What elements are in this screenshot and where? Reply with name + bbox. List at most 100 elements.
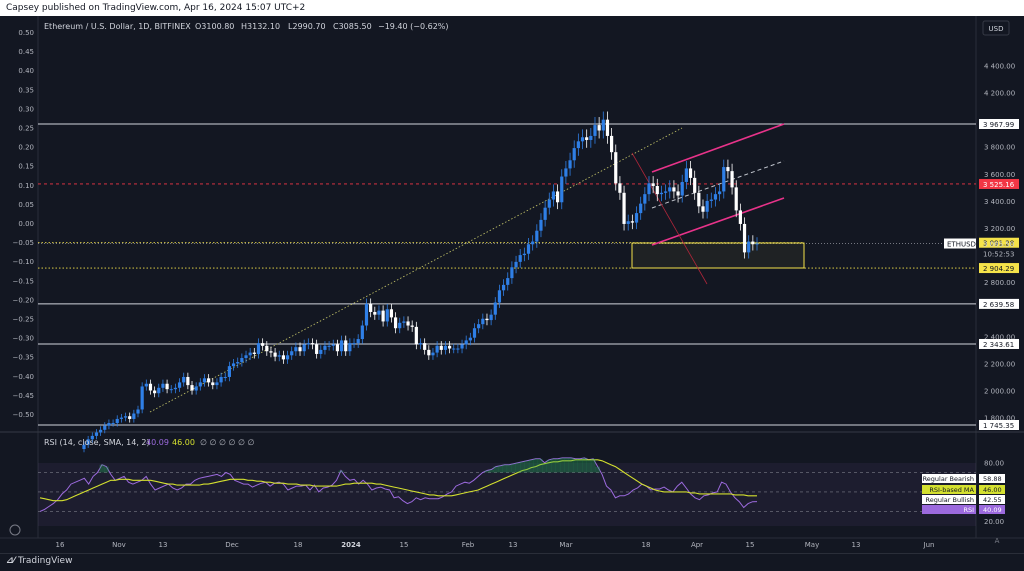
candle-body <box>165 383 169 390</box>
level-tag <box>979 237 1019 248</box>
left-axis-tick: −0.20 <box>13 296 34 304</box>
level-tag <box>979 298 1019 309</box>
rsi-ma-value: 46.00 <box>172 438 195 447</box>
candle-body <box>398 322 402 329</box>
candle-body <box>352 343 356 345</box>
left-axis-tick: −0.50 <box>13 411 34 419</box>
candle-body <box>452 348 456 350</box>
rsi-value: 40.09 <box>146 438 169 447</box>
left-axis-tick: 0.45 <box>18 48 34 56</box>
left-axis-tick: 0.50 <box>18 29 34 37</box>
candle-body <box>169 389 173 391</box>
time-axis-tick: 18 <box>642 541 651 549</box>
candle-body <box>439 345 443 350</box>
candle-body <box>277 355 281 357</box>
rsi-level-value-tag <box>979 485 1005 494</box>
candle-body <box>136 409 140 414</box>
left-axis-tick: 0.15 <box>18 163 34 171</box>
candle-body <box>680 181 684 196</box>
rsi-pane[interactable] <box>38 457 976 512</box>
left-price-axis[interactable]: 0.50 0.45 0.40 0.35 0.30 0.25 0.20 0.15 0.10 0.05… <box>13 29 34 419</box>
time-axis-tick: 13 <box>852 541 861 549</box>
candle-body <box>472 328 477 338</box>
candle-body <box>431 352 435 356</box>
candle-body <box>153 390 157 394</box>
rsi-line <box>39 457 758 512</box>
rsi-na-marks: ∅ ∅ ∅ ∅ ∅ ∅ <box>200 438 255 447</box>
left-axis-tick: −0.25 <box>13 316 34 324</box>
footer-bar: ⊿⁄ TradingView <box>0 553 1024 571</box>
rsi-level-name: RSI <box>963 506 974 514</box>
candle-body <box>564 168 568 177</box>
candle-body <box>90 435 94 440</box>
candle-body <box>481 318 485 325</box>
trend-line[interactable] <box>149 127 683 413</box>
right-price-axis[interactable]: 4 400.00 4 200.00 3 800.00 3 600.00 3 400.00… <box>984 62 1015 422</box>
price-chart[interactable]: 0.50 0.45 0.40 0.35 0.30 0.25 0.20 0.15 0.10 0.05… <box>0 16 1024 553</box>
candle-body <box>589 135 593 140</box>
candle-body <box>464 340 468 345</box>
candle-body <box>410 325 414 327</box>
rsi-level-value: 58.88 <box>983 475 1002 483</box>
channel-mid-line[interactable] <box>651 160 785 209</box>
right-axis-tick: 3 600.00 <box>984 171 1015 179</box>
channel-lower-line[interactable] <box>651 197 785 246</box>
support-box[interactable] <box>631 242 805 269</box>
candle-body <box>435 345 439 353</box>
candle-body <box>119 417 123 419</box>
candle-body <box>86 439 90 445</box>
rsi-level-name-tag <box>922 495 976 504</box>
candle-body <box>244 355 248 359</box>
right-axis-tick: 2 000.00 <box>984 388 1015 396</box>
candle-body <box>460 344 464 349</box>
candle-body <box>406 321 410 326</box>
candle-body <box>722 167 726 192</box>
candle-body <box>99 429 103 433</box>
candle-body <box>659 192 664 195</box>
time-axis-tick: 16 <box>56 541 65 549</box>
candle-body <box>726 167 730 172</box>
candle-body <box>547 199 551 208</box>
auto-scale-button[interactable]: A <box>995 537 1000 545</box>
channel-upper-line[interactable] <box>651 123 785 173</box>
candle-body <box>393 317 398 329</box>
left-axis-tick: −0.10 <box>13 258 34 266</box>
rsi-level-value-tag <box>979 495 1005 504</box>
candle-body <box>522 253 526 256</box>
currency-button[interactable]: USD <box>982 20 1010 36</box>
chart-title: Ethereum / U.S. Dollar, 1D, BITFINEX <box>44 22 191 31</box>
drawings <box>149 123 805 413</box>
candle-body <box>381 310 385 322</box>
candle-body <box>306 343 310 345</box>
time-axis-tick: May <box>805 541 819 549</box>
candle-body <box>369 303 373 312</box>
time-axis[interactable]: 16 Nov 13 Dec 18 2024 15 Feb 13 Mar 18 Apr 15 May 13 Ju… <box>56 541 935 549</box>
candle-body <box>701 206 705 212</box>
settings-button[interactable] <box>9 524 21 536</box>
current-price-label: 3 085.50 <box>983 241 1014 249</box>
candle-body <box>281 355 286 360</box>
candle-body <box>323 345 327 350</box>
candle-body <box>144 383 148 387</box>
level-tag-label: 2 639.58 <box>983 301 1014 309</box>
candle-body <box>605 119 610 136</box>
left-axis-tick: −0.30 <box>13 335 34 343</box>
candle-body <box>202 378 207 383</box>
candle-body <box>273 352 277 357</box>
candle-body <box>236 362 240 364</box>
candle-body <box>618 183 622 193</box>
candle-body <box>597 125 601 131</box>
candle-body <box>672 187 676 192</box>
candle-body <box>227 366 232 377</box>
time-axis-tick: 2024 <box>341 541 361 549</box>
candle-body <box>676 191 680 196</box>
candle-body <box>493 302 497 315</box>
tradingview-logo[interactable]: ⊿⁄ TradingView <box>6 556 72 566</box>
fib-diagonal-line[interactable] <box>631 152 708 285</box>
publish-info: Capsey published on TradingView.com, Apr… <box>6 3 306 13</box>
candle-body <box>111 423 115 425</box>
rsi-level-value: 42.55 <box>983 496 1002 504</box>
candle-body <box>489 314 493 321</box>
level-tag <box>979 119 1019 129</box>
rsi-axis[interactable]: 80.00 20.00 <box>984 460 1004 526</box>
